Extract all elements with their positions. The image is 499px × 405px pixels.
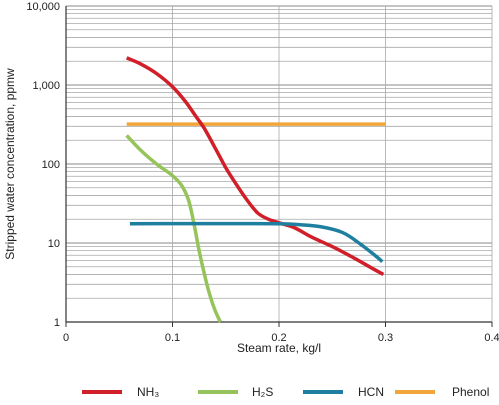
y-axis-title: Stripped water concentration, ppmw xyxy=(3,68,17,260)
x-tick-label: 0.3 xyxy=(378,332,393,344)
legend-label-hs: H₂S xyxy=(252,385,273,399)
legend-label-nh: NH₃ xyxy=(137,385,159,399)
y-tick-label: 1,000 xyxy=(32,80,60,92)
series-line-hcn xyxy=(129,221,384,263)
y-tick-label: 10 xyxy=(48,238,60,250)
y-tick-label: 10,000 xyxy=(26,1,60,13)
legend-label-hcn: HCN xyxy=(358,385,384,399)
grid-lines xyxy=(65,5,493,323)
data-series xyxy=(125,56,386,323)
series-line-nh xyxy=(126,56,385,276)
x-tick-label: 0.1 xyxy=(165,332,180,344)
x-tick-label: 0.4 xyxy=(484,332,499,344)
axes xyxy=(65,6,493,327)
legend: NH₃ H₂S HCN Phenol xyxy=(82,385,489,399)
x-axis-title: Steam rate, kg/l xyxy=(237,341,321,355)
legend-label-phenol: Phenol xyxy=(452,385,489,399)
x-tick-label: 0.2 xyxy=(271,332,286,344)
y-tick-label: 100 xyxy=(42,159,60,171)
series-line-hs xyxy=(125,134,222,323)
tick-labels: 0 0.1 0.2 0.3 0.4 1 10 100 1,000 10,000 xyxy=(26,1,499,344)
x-tick-label: 0 xyxy=(63,332,69,344)
y-tick-label: 1 xyxy=(54,317,60,329)
